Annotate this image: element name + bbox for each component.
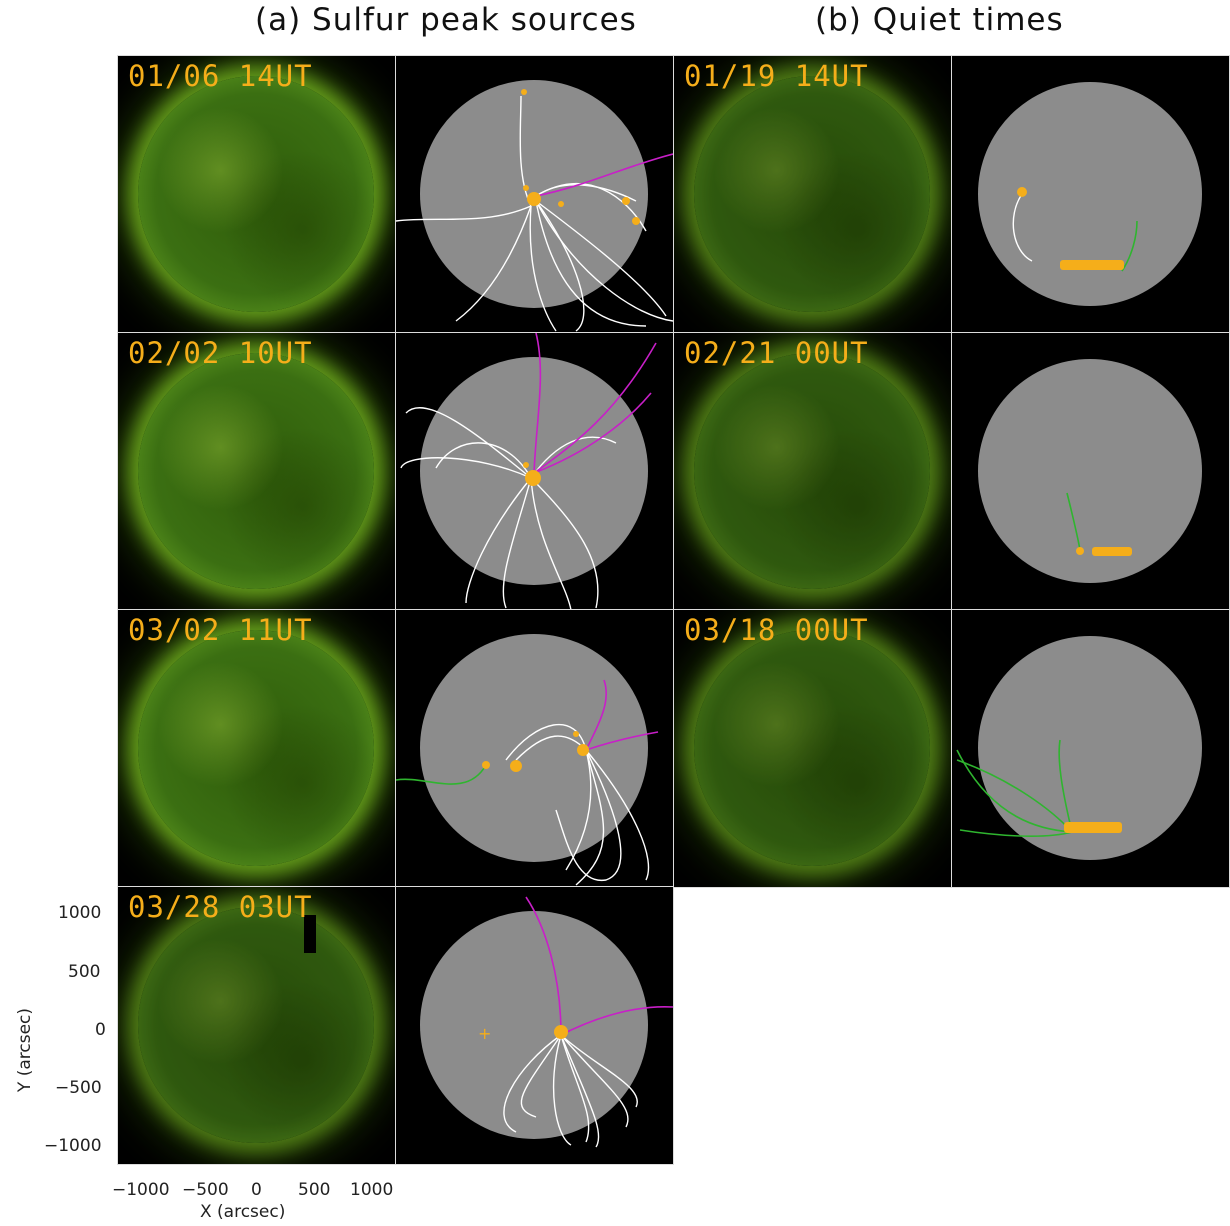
sun-disk-euv bbox=[694, 76, 930, 312]
x-tick: −1000 bbox=[112, 1180, 170, 1200]
x-tick: 500 bbox=[298, 1180, 330, 1200]
mag-panel-a1 bbox=[396, 56, 673, 333]
panel-label-a3: 03/02 11UT bbox=[128, 613, 313, 647]
euv-panel-b3: 03/18 00UT bbox=[674, 610, 951, 887]
y-tick: 0 bbox=[95, 1020, 106, 1040]
euv-panel-a2: 02/02 10UT bbox=[118, 333, 395, 610]
mag-panel-a4: + bbox=[396, 887, 673, 1164]
y-tick: 1000 bbox=[58, 903, 101, 923]
sun-disk-euv bbox=[694, 353, 930, 589]
magnetogram-a3 bbox=[396, 610, 673, 887]
euv-panel-a3: 03/02 11UT bbox=[118, 610, 395, 887]
sun-disk-euv bbox=[138, 907, 374, 1143]
x-tick: 1000 bbox=[350, 1180, 393, 1200]
panel-label-b3: 03/18 00UT bbox=[684, 613, 869, 647]
magnetogram-a2 bbox=[396, 333, 673, 610]
magnetogram-b2 bbox=[952, 333, 1229, 610]
y-tick: 500 bbox=[68, 962, 100, 982]
sun-disk-euv bbox=[694, 630, 930, 866]
euv-panel-b2: 02/21 00UT bbox=[674, 333, 951, 610]
x-tick: −500 bbox=[182, 1180, 229, 1200]
mag-panel-b3 bbox=[952, 610, 1229, 887]
mag-panel-b1 bbox=[952, 56, 1229, 333]
magnetogram-b1 bbox=[952, 56, 1229, 333]
euv-panel-b1: 01/19 14UT bbox=[674, 56, 951, 333]
y-tick: −1000 bbox=[44, 1136, 102, 1156]
panel-label-b2: 02/21 00UT bbox=[684, 336, 869, 370]
magnetogram-a4: + bbox=[396, 887, 673, 1164]
svg-text:+: + bbox=[478, 1024, 491, 1043]
x-axis-title: X (arcsec) bbox=[200, 1202, 285, 1222]
panel-label-a2: 02/02 10UT bbox=[128, 336, 313, 370]
magnetogram-a1 bbox=[396, 56, 673, 333]
mag-panel-b2 bbox=[952, 333, 1229, 610]
y-tick: −500 bbox=[55, 1078, 102, 1098]
sun-disk-euv bbox=[138, 76, 374, 312]
panel-label-a1: 01/06 14UT bbox=[128, 59, 313, 93]
magnetogram-b3 bbox=[952, 610, 1229, 887]
mag-panel-a2 bbox=[396, 333, 673, 610]
panel-label-b1: 01/19 14UT bbox=[684, 59, 869, 93]
x-tick: 0 bbox=[251, 1180, 262, 1200]
euv-panel-a4: 03/28 03UT bbox=[118, 887, 395, 1164]
title-sulfur-peak-sources: (a) Sulfur peak sources bbox=[255, 2, 637, 38]
title-quiet-times: (b) Quiet times bbox=[815, 2, 1064, 38]
mag-panel-a3 bbox=[396, 610, 673, 887]
sun-disk-euv bbox=[138, 353, 374, 589]
panel-label-a4: 03/28 03UT bbox=[128, 890, 313, 924]
y-axis-title: Y (arcsec) bbox=[15, 995, 35, 1105]
euv-panel-a1: 01/06 14UT bbox=[118, 56, 395, 333]
sun-disk-euv bbox=[138, 630, 374, 866]
